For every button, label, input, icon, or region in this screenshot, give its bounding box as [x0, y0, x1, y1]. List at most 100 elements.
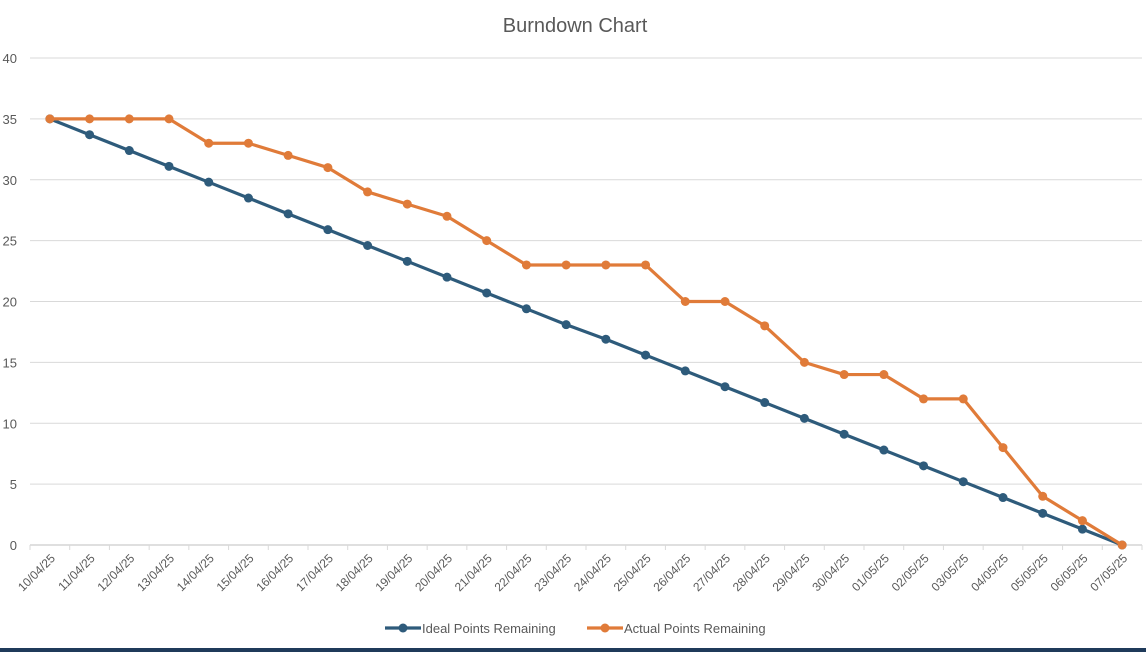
legend-item: Actual Points Remaining	[587, 621, 766, 636]
x-tick-label: 18/04/25	[333, 551, 376, 594]
data-point	[164, 161, 174, 171]
data-point	[243, 138, 253, 148]
data-point	[919, 461, 929, 471]
y-tick-label: 25	[3, 234, 17, 249]
data-point	[283, 150, 293, 160]
data-point	[958, 394, 968, 404]
x-tick-label: 26/04/25	[650, 551, 693, 594]
x-tick-label: 27/04/25	[690, 551, 733, 594]
data-point	[283, 209, 293, 219]
x-tick-label: 24/04/25	[571, 551, 614, 594]
chart-title: Burndown Chart	[503, 15, 648, 37]
series-line	[48, 117, 1124, 547]
data-point	[243, 193, 253, 203]
data-point	[839, 429, 849, 439]
x-tick-label: 28/04/25	[730, 551, 773, 594]
y-tick-label: 0	[10, 538, 17, 553]
x-tick-label: 06/05/25	[1048, 551, 1091, 594]
data-point	[839, 370, 849, 380]
data-point	[482, 288, 492, 298]
data-point	[124, 114, 134, 124]
series-actual	[45, 114, 1127, 550]
data-point	[799, 357, 809, 367]
x-tick-label: 12/04/25	[94, 551, 137, 594]
x-tick-label: 01/05/25	[849, 551, 892, 594]
data-point	[601, 334, 611, 344]
data-point	[45, 114, 55, 124]
x-tick-label: 21/04/25	[452, 551, 495, 594]
data-point	[442, 211, 452, 221]
x-tick-label: 20/04/25	[412, 551, 455, 594]
x-tick-label: 05/05/25	[1008, 551, 1051, 594]
data-point	[1038, 491, 1048, 501]
legend-swatch-marker	[398, 623, 408, 633]
legend-label: Ideal Points Remaining	[422, 621, 556, 636]
x-tick-label: 15/04/25	[214, 551, 257, 594]
x-axis-tick-labels: 10/04/2511/04/2512/04/2513/04/2514/04/25…	[15, 551, 1130, 594]
x-tick-label: 25/04/25	[611, 551, 654, 594]
x-tick-label: 17/04/25	[293, 551, 336, 594]
data-point	[402, 199, 412, 209]
data-point	[85, 130, 95, 140]
data-point	[323, 225, 333, 235]
data-point	[521, 260, 531, 270]
data-point	[1038, 508, 1048, 518]
legend-item: Ideal Points Remaining	[385, 621, 556, 636]
data-point	[402, 256, 412, 266]
y-axis-tick-labels: 0 5 10 15 20 25 30 35 40	[3, 51, 17, 553]
window-bottom-border	[0, 648, 1146, 652]
y-tick-label: 30	[3, 173, 17, 188]
data-point	[1117, 540, 1127, 550]
x-tick-label: 04/05/25	[968, 551, 1011, 594]
data-point	[204, 138, 214, 148]
y-tick-label: 40	[3, 51, 17, 66]
data-point	[998, 493, 1008, 503]
data-point	[879, 370, 889, 380]
x-tick-label: 23/04/25	[531, 551, 574, 594]
x-tick-label: 02/05/25	[889, 551, 932, 594]
data-point	[204, 177, 214, 187]
x-tick-label: 13/04/25	[134, 551, 177, 594]
legend-label: Actual Points Remaining	[624, 621, 766, 636]
data-point	[958, 477, 968, 487]
data-point	[85, 114, 95, 124]
series-layer	[45, 114, 1127, 550]
data-point	[363, 187, 373, 197]
data-point	[482, 236, 492, 246]
y-tick-label: 35	[3, 112, 17, 127]
x-tick-label: 07/05/25	[1087, 551, 1130, 594]
x-tick-label: 19/04/25	[372, 551, 415, 594]
data-point	[720, 297, 730, 306]
data-point	[998, 443, 1008, 453]
data-point	[641, 350, 651, 360]
x-tick-label: 16/04/25	[253, 551, 296, 594]
x-tick-label: 03/05/25	[928, 551, 971, 594]
data-point	[601, 260, 611, 270]
data-point	[1077, 524, 1087, 534]
x-tick-label: 30/04/25	[809, 551, 852, 594]
legend-swatch-marker	[600, 623, 610, 633]
x-tick-label: 22/04/25	[492, 551, 535, 594]
x-tick-label: 29/04/25	[770, 551, 813, 594]
data-point	[919, 394, 929, 404]
data-point	[760, 321, 770, 331]
data-point	[799, 413, 809, 423]
data-point	[561, 320, 571, 330]
data-point	[561, 260, 571, 270]
gridlines	[29, 57, 1143, 550]
data-point	[879, 445, 889, 455]
y-tick-label: 5	[10, 477, 17, 492]
data-point	[521, 304, 531, 314]
y-tick-label: 10	[3, 416, 17, 431]
data-point	[720, 382, 730, 392]
data-point	[680, 297, 690, 306]
data-point	[363, 240, 373, 250]
data-point	[641, 260, 651, 270]
y-tick-label: 20	[3, 295, 17, 310]
series-ideal	[45, 114, 1127, 550]
legend: Ideal Points Remaining Actual Points Rema…	[385, 621, 766, 636]
x-tick-label: 14/04/25	[174, 551, 217, 594]
series-line	[48, 117, 1124, 547]
